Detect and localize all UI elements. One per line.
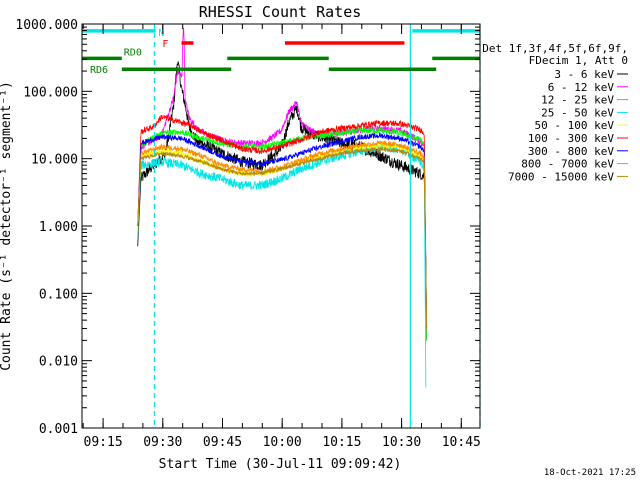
- y-axis-ticks: 1000.000 100.000 10.000 1.000 0.100 0.010 0.00…: [15, 18, 480, 437]
- legend-label: 50 - 100 keV: [535, 119, 615, 132]
- y-tick-label: 1000.000: [15, 18, 78, 33]
- series-line-1: [137, 61, 428, 341]
- series-line-2: [137, 27, 428, 341]
- flag-bars: NF RD0 RD6: [82, 28, 480, 76]
- legend-label: 6 - 12 keV: [548, 81, 615, 94]
- x-tick-label: 09:30: [143, 435, 182, 450]
- flag-label-RD0: RD0: [124, 47, 142, 58]
- legend-label: 300 - 800 keV: [528, 145, 614, 158]
- x-tick-label: 10:15: [322, 435, 361, 450]
- legend-header-line-1: Det 1f,3f,4f,5f,6f,9f,: [482, 42, 628, 55]
- flag-label-N: N: [158, 28, 164, 39]
- plot-frame: [81, 23, 481, 429]
- x-tick-label: 09:45: [203, 435, 242, 450]
- series-line-7: [137, 131, 428, 329]
- plot-timestamp: 18-Oct-2021 17:25: [544, 468, 636, 478]
- flag-label-RD6: RD6: [90, 65, 108, 76]
- y-tick-label: 100.000: [23, 85, 78, 100]
- y-tick-label: 0.100: [39, 287, 78, 302]
- series-layer: [137, 27, 428, 388]
- series-line-8: [137, 139, 428, 329]
- legend-label: 3 - 6 keV: [554, 68, 614, 81]
- series-line-6: [137, 114, 428, 329]
- y-tick-label: 0.010: [39, 355, 78, 370]
- y-axis-label: Count Rate (s⁻¹ detector⁻¹ segment⁻¹): [0, 81, 14, 371]
- series-line-4: [137, 141, 427, 388]
- chart-title: RHESSI Count Rates: [199, 3, 362, 21]
- legend-label: 7000 - 15000 keV: [508, 170, 614, 183]
- flag-label-F: F: [162, 39, 168, 50]
- legend-label: 800 - 7000 keV: [521, 158, 614, 171]
- y-tick-label: 0.001: [39, 422, 78, 437]
- x-tick-label: 10:30: [382, 435, 421, 450]
- series-line-5: [137, 142, 428, 329]
- legend-label: 12 - 25 keV: [541, 94, 614, 107]
- legend-label: 100 - 300 keV: [528, 132, 614, 145]
- legend-label: 25 - 50 keV: [541, 106, 614, 119]
- legend: Det 1f,3f,4f,5f,6f,9f, FDecim 1, Att 0 3…: [482, 42, 628, 183]
- vertical-markers: [153, 24, 481, 428]
- x-tick-label: 10:00: [263, 435, 302, 450]
- y-tick-label: 1.000: [39, 220, 78, 235]
- series-line-9: [137, 145, 428, 329]
- y-tick-label: 10.000: [31, 153, 78, 168]
- axes: [81, 23, 481, 429]
- x-axis-ticks: 09:15 09:30 09:45 10:00 10:15 10:30 10:45: [82, 24, 481, 450]
- x-tick-label: 10:45: [442, 435, 481, 450]
- x-axis-label: Start Time (30-Jul-11 09:09:42): [159, 457, 402, 472]
- legend-header-line-2: FDecim 1, Att 0: [529, 54, 628, 67]
- x-tick-label: 09:15: [84, 435, 123, 450]
